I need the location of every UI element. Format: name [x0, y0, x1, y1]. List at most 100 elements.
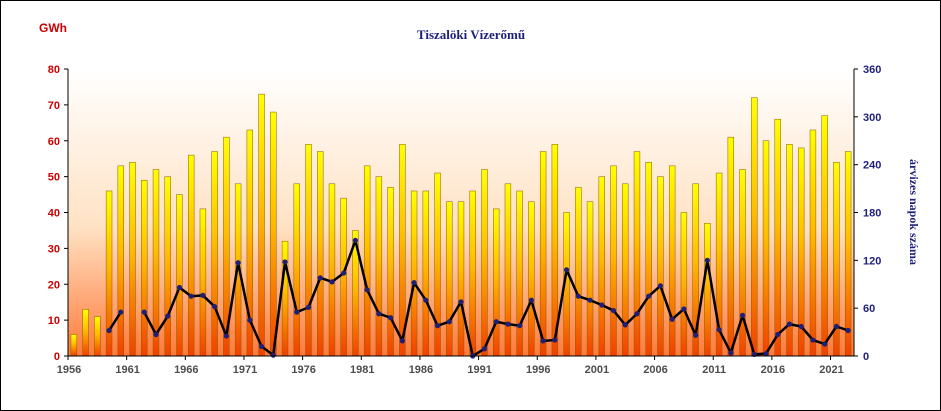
flood-days-point-1965: [176, 284, 183, 291]
flood-days-point-1980: [352, 237, 359, 243]
flood-days-point-1962: [141, 309, 147, 315]
flood-days-point-1991: [481, 346, 488, 352]
flood-days-point-1959: [106, 327, 112, 334]
left-tick-label-0: 0: [54, 351, 60, 363]
left-tick-label-70: 70: [48, 100, 60, 112]
flood-days-point-2009: [693, 332, 699, 338]
bar-1967: [199, 208, 207, 357]
flood-days-point-1992: [493, 319, 499, 325]
x-tick-label-1956: 1956: [57, 364, 81, 376]
flood-days-point-1995: [528, 297, 534, 303]
flood-days-point-1983: [388, 315, 394, 321]
x-tick-label-1971: 1971: [233, 364, 257, 376]
x-tick-label-1986: 1986: [409, 364, 433, 376]
bar-1976: [305, 144, 312, 357]
left-tick-label-50: 50: [48, 172, 60, 184]
left-tick-label-30: 30: [48, 243, 60, 255]
bar-1958: [94, 316, 101, 357]
flood-days-point-1999: [575, 293, 581, 299]
bar-1996: [539, 151, 547, 357]
bar-2007: [668, 165, 676, 357]
bar-2014: [751, 97, 758, 357]
left-axis-unit-label: GWh: [39, 21, 67, 35]
bar-2001: [598, 176, 605, 357]
bar-2013: [739, 169, 746, 357]
right-tick-label-180: 180: [863, 208, 881, 220]
flood-days-point-1976: [305, 304, 312, 310]
flood-days-point-1963: [153, 331, 159, 338]
flood-days-point-1981: [364, 287, 370, 293]
flood-days-point-2013: [739, 312, 746, 318]
flood-days-point-2021: [833, 323, 840, 330]
flood-days-point-1988: [446, 319, 452, 325]
flood-days-point-1971: [247, 317, 253, 323]
bar-2002: [610, 165, 617, 357]
bar-2010: [704, 223, 711, 357]
flood-days-point-1998: [563, 267, 570, 273]
x-tick-label-1981: 1981: [350, 364, 374, 376]
bar-2012: [727, 136, 735, 357]
x-tick-label-2011: 2011: [702, 364, 726, 376]
x-tick-label-2021: 2021: [819, 364, 843, 376]
bar-2006: [657, 176, 664, 357]
flood-days-point-2022: [845, 327, 851, 334]
x-tick-label-1996: 1996: [526, 364, 550, 376]
flood-days-point-1984: [399, 338, 405, 344]
x-tick-label-1966: 1966: [174, 364, 198, 376]
flood-days-point-2020: [822, 341, 828, 347]
flood-days-point-2004: [634, 311, 640, 317]
line-layer: [106, 237, 851, 359]
left-tick-label-10: 10: [48, 315, 60, 327]
right-tick-label-240: 240: [863, 160, 881, 172]
flood-days-point-2005: [646, 293, 652, 299]
bar-2020: [821, 115, 828, 357]
flood-days-point-2019: [810, 337, 816, 343]
ticks-layer: 0 10 20 30 40 50 60 70 80 0 60 120 180 240 300 360 1956 1…: [48, 64, 882, 376]
x-tick-label-1991: 1991: [467, 364, 491, 376]
x-tick-label-2001: 2001: [585, 364, 609, 376]
left-tick-label-40: 40: [48, 208, 60, 220]
flood-days-point-1970: [235, 260, 241, 266]
flood-days-point-2007: [669, 316, 675, 322]
bar-1982: [375, 176, 383, 357]
bar-1962: [141, 179, 148, 357]
chart-title: Tiszalöki Vízerőmű: [417, 27, 525, 42]
bar-1988: [446, 201, 453, 357]
bar-1993: [504, 183, 512, 357]
flood-days-point-1978: [329, 279, 335, 285]
bar-1966: [188, 154, 195, 357]
bar-1989: [457, 201, 465, 357]
bar-1981: [363, 165, 371, 357]
left-tick-label-20: 20: [48, 279, 60, 291]
bar-2022: [844, 151, 852, 357]
bar-1999: [575, 187, 582, 357]
bar-2015: [762, 140, 770, 357]
right-tick-label-0: 0: [863, 351, 869, 363]
flood-days-point-2003: [622, 322, 628, 328]
flood-days-point-1974: [282, 259, 288, 265]
flood-days-point-2017: [786, 321, 793, 327]
flood-days-point-1960: [118, 309, 124, 315]
flood-days-point-1986: [423, 297, 429, 303]
bar-1986: [422, 190, 429, 357]
flood-days-point-2008: [681, 306, 687, 312]
right-axis-label: árvizes napok száma: [907, 159, 921, 265]
bar-1995: [528, 201, 535, 357]
right-tick-label-360: 360: [863, 64, 881, 76]
x-tick-label-2016: 2016: [761, 364, 785, 376]
flood-days-point-1993: [505, 321, 511, 327]
bar-1973: [270, 111, 277, 357]
flood-days-point-1996: [540, 338, 546, 344]
bar-1961: [129, 162, 136, 357]
flood-days-point-1968: [212, 303, 218, 310]
right-tick-label-60: 60: [863, 303, 875, 315]
flood-days-point-2002: [610, 307, 617, 314]
x-tick-label-2006: 2006: [643, 364, 667, 376]
bar-2004: [633, 151, 641, 357]
flood-days-point-1982: [376, 311, 382, 317]
flood-days-point-1966: [188, 293, 194, 299]
right-tick-label-120: 120: [863, 255, 881, 267]
flood-days-point-2000: [587, 297, 593, 303]
